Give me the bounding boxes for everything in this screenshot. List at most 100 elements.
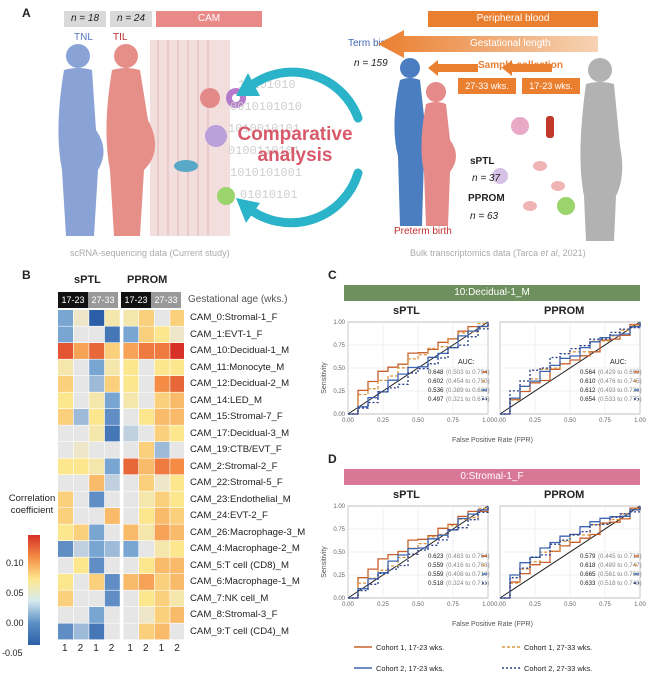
roc-y-tick: 1.00 (333, 320, 345, 326)
heatmap-cell (104, 541, 120, 557)
svg-text:1010010101: 1010010101 (228, 122, 300, 136)
term-birth-figure-icon (394, 58, 431, 226)
heatmap-row-label: CAM_9:T cell (CD4)_M (190, 625, 289, 637)
heatmap-cell (58, 392, 73, 409)
heatmap-cell (170, 343, 184, 359)
heatmap-row-label: CAM_5:T cell (CD8)_M (190, 559, 289, 571)
heatmap-cell (170, 541, 184, 557)
colorbar (28, 535, 40, 645)
heatmap-cell (123, 392, 139, 409)
roc-diagonal (499, 321, 641, 415)
heatmap-cell (170, 359, 184, 376)
heatmap-column-label: 1 (62, 643, 68, 654)
auc-value: 0.518 (428, 580, 444, 587)
heatmap-cell (73, 425, 89, 442)
heatmap-cell (123, 491, 139, 508)
heatmap-cell (139, 359, 154, 376)
auc-title: AUC: (458, 359, 475, 366)
ga-27-33-badge-1: 27-33 (88, 292, 118, 308)
heatmap-cell (139, 409, 154, 425)
heatmap-cell (154, 409, 170, 425)
heatmap-cell (89, 557, 105, 574)
heatmap-row-label: CAM_7:NK cell_M (190, 592, 269, 604)
heatmap-column-label: 2 (143, 643, 149, 654)
heatmap-cell (58, 491, 73, 508)
ga-17-23-badge-1: 17-23 (58, 292, 88, 308)
heatmap-cell (123, 326, 139, 343)
heatmap-column-label: 1 (158, 643, 165, 654)
heatmap-cell (170, 425, 184, 442)
heatmap-cell (104, 590, 120, 607)
heatmap-cell (89, 458, 105, 475)
roc-x-tick: 1.00 (634, 602, 646, 608)
auc-ci: (0.454 to 0.750) (446, 378, 490, 385)
auc-value: 0.612 (580, 387, 596, 394)
heatmap-cell (89, 425, 105, 442)
roc-ylabel: Sensitivity (321, 546, 328, 578)
roc-panel-c: Sensitivity0.000.000.250.250.500.500.750… (321, 320, 646, 424)
heatmap-cell (154, 475, 170, 491)
heatmap-cell (170, 392, 184, 409)
correlation-heatmap (58, 310, 184, 640)
heatmap-cell (139, 425, 154, 442)
heatmap-cell (89, 310, 105, 326)
roc-y-tick: 0.25 (333, 573, 345, 579)
roc-x-tick: 1.00 (482, 602, 494, 608)
auc-ci: (0.518 to 0.748) (598, 580, 642, 587)
heatmap-cell (58, 442, 73, 458)
heatmap-row-label: CAM_14:LED_M (190, 394, 262, 406)
heatmap-cell (89, 491, 105, 508)
heatmap-cell (104, 508, 120, 524)
gestational-length-arrow (378, 30, 598, 76)
heatmap-cell (58, 343, 73, 359)
heatmap-cell (89, 574, 105, 590)
roc-c-left-title: sPTL (393, 305, 420, 317)
auc-value: 0.610 (580, 378, 596, 385)
auc-value: 0.618 (580, 562, 596, 569)
heatmap-cell (154, 557, 170, 574)
auc-ci: (0.445 to 0.712) (598, 553, 642, 560)
auc-value: 0.654 (580, 396, 596, 403)
heatmap-cell (170, 508, 184, 524)
roc-x-tick: 0.25 (529, 602, 541, 608)
roc-x-tick: 0.00 (342, 418, 354, 424)
heatmap-cell (123, 508, 139, 524)
term-birth-label: Term birth (348, 38, 393, 49)
tnl-label: TNL (74, 32, 93, 43)
heatmap-cell (73, 458, 89, 475)
group-pprom-label: PPROM (127, 274, 168, 286)
heatmap-cell (170, 409, 184, 425)
roc-ylabel: Sensitivity (321, 362, 328, 394)
legend-c2-late: Cohort 2, 27-33 wks. (524, 664, 593, 673)
colorbar-title: Correlation coefficient (8, 493, 56, 516)
auc-ci: (0.408 to 0.710) (446, 571, 490, 578)
heatmap-cell (73, 392, 89, 409)
heatmap-cell (58, 359, 73, 376)
heatmap-cell (154, 508, 170, 524)
auc-value: 0.559 (428, 571, 444, 578)
heatmap-cell (73, 343, 89, 359)
heatmap-row-label: CAM_1:EVT-1_F (190, 328, 263, 340)
heatmap-cell (154, 343, 170, 359)
colorbar-tick-neg005: -0.05 (2, 648, 23, 658)
heatmap-column-label: 2 (108, 643, 115, 654)
heatmap-cell (58, 310, 73, 326)
roc-y-tick: 0.25 (333, 389, 345, 395)
svg-text:01010101: 01010101 (240, 188, 298, 202)
grey-woman-figure-icon (580, 58, 623, 241)
roc-y-tick: 0.75 (333, 343, 345, 349)
heatmap-cell (154, 392, 170, 409)
roc-x-tick: 1.00 (634, 418, 646, 424)
heatmap-cell (89, 409, 105, 425)
heatmap-cell (123, 623, 139, 640)
auc-ci: (0.429 to 0.699) (598, 369, 642, 376)
heatmap-cell (73, 409, 89, 425)
blood-cell-icons (492, 116, 575, 215)
roc-x-tick: 0.50 (412, 418, 424, 424)
heatmap-column-label: 2 (77, 643, 84, 654)
heatmap-row-label: CAM_8:Stromal-3_F (190, 609, 278, 620)
heatmap-cell (139, 343, 154, 359)
heatmap-cell (89, 392, 105, 409)
heatmap-cell (73, 442, 89, 458)
heatmap-cell (123, 557, 139, 574)
